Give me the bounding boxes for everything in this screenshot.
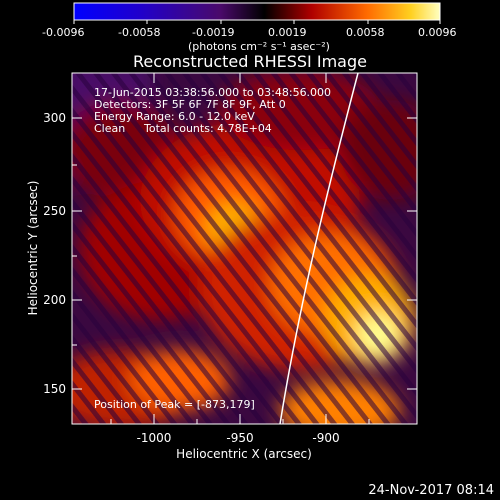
y-tick-label: 150 <box>43 382 66 396</box>
x-tick-label: -1000 <box>137 431 172 445</box>
colorbar-tick-label: 0.0019 <box>268 26 307 39</box>
colorbar-tick-label: -0.0096 <box>42 26 84 39</box>
info-total-counts: Total counts: 4.78E+04 <box>143 122 272 135</box>
colorbar-tick-label: -0.0058 <box>118 26 160 39</box>
observation-info: 17-Jun-2015 03:38:56.000 to 03:48:56.000… <box>94 86 331 135</box>
y-tick-labels: 150 200 250 300 <box>43 111 66 396</box>
colorbar: -0.0096 -0.0058 -0.0019 0.0019 0.0058 0.… <box>42 2 457 53</box>
peak-position-label: Position of Peak = [-873,179] <box>94 398 255 411</box>
y-tick-label: 250 <box>43 204 66 218</box>
colorbar-tick-label: -0.0019 <box>192 26 234 39</box>
colorbar-gradient <box>73 2 441 21</box>
image-title: Reconstructed RHESSI Image <box>133 52 367 71</box>
colorbar-unit-label: (photons cm⁻² s⁻¹ asec⁻²) <box>188 40 330 53</box>
info-time-range: 17-Jun-2015 03:38:56.000 to 03:48:56.000 <box>94 86 331 99</box>
plot-frame <box>71 72 418 425</box>
info-method: Clean <box>94 122 125 135</box>
info-energy-range: Energy Range: 6.0 - 12.0 keV <box>94 110 255 123</box>
y-tick-label: 200 <box>43 293 66 307</box>
x-tick-label: -900 <box>312 431 339 445</box>
y-tick-label: 300 <box>43 111 66 125</box>
y-axis-title: Heliocentric Y (arcsec) <box>26 181 40 316</box>
colorbar-ticks <box>73 20 441 24</box>
x-axis-title: Heliocentric X (arcsec) <box>176 447 312 461</box>
x-tick-label: -950 <box>226 431 253 445</box>
footer-timestamp: 24-Nov-2017 08:14 <box>368 483 494 498</box>
x-tick-labels: -1000 -950 -900 <box>137 431 340 445</box>
info-detectors: Detectors: 3F 5F 6F 7F 8F 9F, Att 0 <box>94 98 286 111</box>
rhessi-map <box>72 73 417 424</box>
solar-limb-line <box>279 73 359 424</box>
colorbar-tick-label: 0.0058 <box>346 26 385 39</box>
colorbar-tick-label: 0.0096 <box>418 26 457 39</box>
